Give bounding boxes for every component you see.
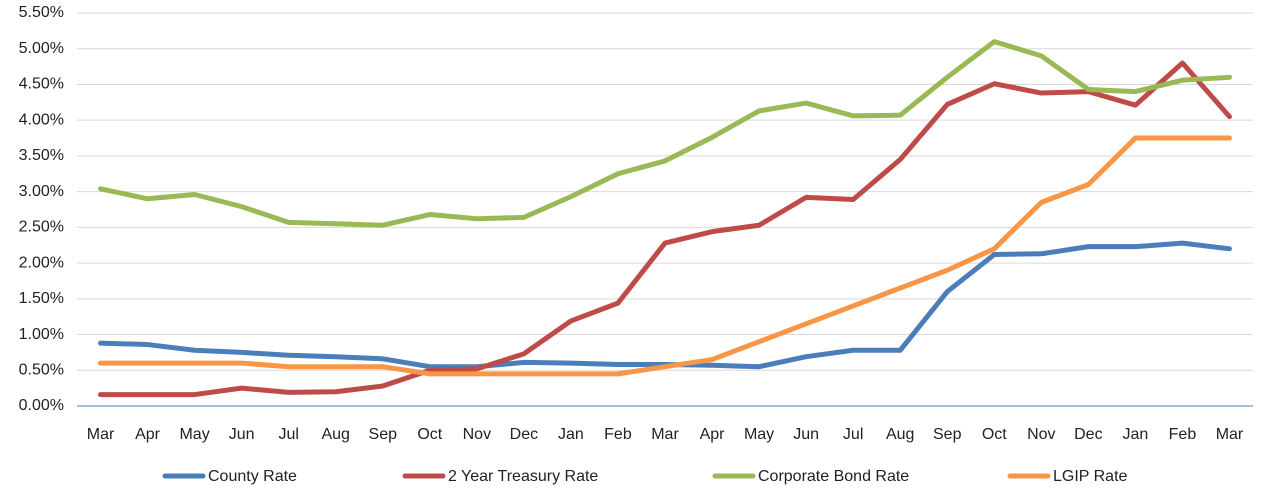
x-tick-label: Mar xyxy=(1216,426,1244,443)
x-tick-label: Sep xyxy=(933,426,962,443)
y-tick-label: 2.00% xyxy=(19,254,64,271)
series-line xyxy=(98,135,1232,377)
x-tick-label: Oct xyxy=(417,426,442,443)
x-tick-label: Jun xyxy=(229,426,255,443)
x-tick-label: Apr xyxy=(135,426,161,443)
y-tick-label: 0.00% xyxy=(19,397,64,414)
y-tick-label: 5.50% xyxy=(19,4,64,21)
series-line xyxy=(98,60,1232,398)
x-tick-label: Feb xyxy=(604,426,632,443)
y-tick-label: 5.00% xyxy=(19,40,64,57)
y-tick-label: 4.00% xyxy=(19,111,64,128)
x-tick-label: Mar xyxy=(87,426,115,443)
x-tick-label: May xyxy=(744,426,774,443)
y-tick-label: 1.00% xyxy=(19,326,64,343)
y-tick-label: 1.50% xyxy=(19,290,64,307)
x-tick-label: Apr xyxy=(700,426,726,443)
x-tick-label: Jul xyxy=(843,426,863,443)
y-tick-label: 3.00% xyxy=(19,183,64,200)
y-tick-label: 3.50% xyxy=(19,147,64,164)
series-line xyxy=(98,39,1232,228)
x-tick-label: Jul xyxy=(278,426,298,443)
x-tick-label: Jan xyxy=(1123,426,1149,443)
x-tick-label: Dec xyxy=(510,426,538,443)
legend-label: 2 Year Treasury Rate xyxy=(448,468,598,485)
x-tick-label: Oct xyxy=(982,426,1007,443)
x-tick-label: Jan xyxy=(558,426,584,443)
legend-label: Corporate Bond Rate xyxy=(758,468,909,485)
x-tick-label: Dec xyxy=(1074,426,1102,443)
y-tick-label: 4.50% xyxy=(19,76,64,93)
x-tick-label: Nov xyxy=(1027,426,1055,443)
y-tick-label: 0.50% xyxy=(19,361,64,378)
x-tick-label: Mar xyxy=(651,426,679,443)
series-line xyxy=(98,240,1232,370)
x-tick-label: Aug xyxy=(886,426,914,443)
x-tick-label: May xyxy=(179,426,209,443)
x-tick-label: Nov xyxy=(463,426,491,443)
x-tick-label: Aug xyxy=(321,426,349,443)
legend-label: County Rate xyxy=(208,468,297,485)
x-tick-label: Jun xyxy=(793,426,819,443)
legend-label: LGIP Rate xyxy=(1053,468,1128,485)
x-tick-label: Sep xyxy=(369,426,398,443)
x-tick-label: Feb xyxy=(1169,426,1197,443)
y-tick-label: 2.50% xyxy=(19,219,64,236)
